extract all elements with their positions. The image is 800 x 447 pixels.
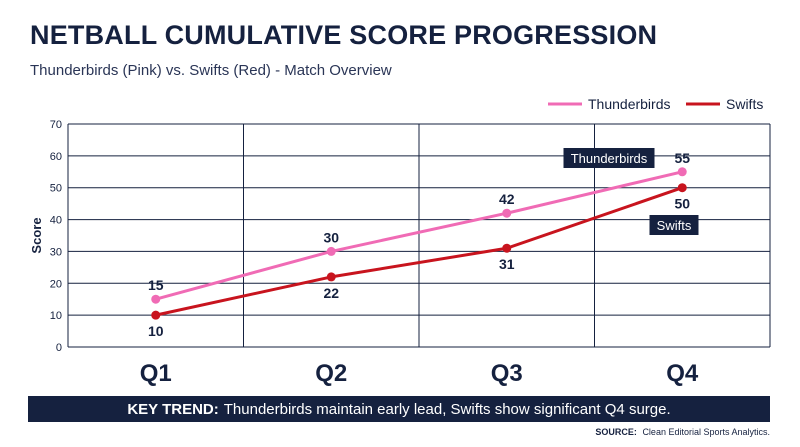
- key-trend-text: Thunderbirds maintain early lead, Swifts…: [223, 400, 671, 418]
- callout-swifts-text: Swifts: [657, 218, 692, 233]
- y-tick-label: 10: [50, 310, 62, 322]
- y-tick-label: 60: [50, 151, 62, 163]
- y-tick-label: 30: [50, 246, 62, 258]
- x-tick-label: Q2: [315, 360, 347, 387]
- series-line-thunderbirds: [155, 170, 683, 301]
- key-trend-label: KEY TREND:: [127, 400, 219, 418]
- data-point: [151, 294, 161, 304]
- source-text: Clean Editorial Sports Analytics.: [642, 427, 770, 437]
- source-note: SOURCE: Clean Editorial Sports Analytics…: [595, 427, 770, 437]
- series-line-swifts: [155, 186, 683, 317]
- data-point: [502, 208, 512, 218]
- key-trend-banner: KEY TREND: Thunderbirds maintain early l…: [28, 396, 770, 422]
- y-tick-label: 20: [50, 278, 62, 290]
- callout-thunderbirds-text: Thunderbirds: [571, 151, 648, 166]
- y-tick-label: 40: [50, 215, 62, 227]
- legend-label-thunderbirds: Thunderbirds: [588, 96, 671, 112]
- data-label: 22: [323, 285, 339, 301]
- chart-title: NETBALL CUMULATIVE SCORE PROGRESSION: [30, 20, 658, 50]
- legend-label-swifts: Swifts: [726, 96, 763, 112]
- data-label: 15: [148, 277, 164, 293]
- y-tick-label: 0: [56, 342, 62, 354]
- source-label: SOURCE:: [595, 427, 637, 437]
- data-point: [151, 310, 161, 320]
- y-tick-label: 70: [50, 119, 62, 131]
- y-tick-label: 50: [50, 183, 62, 195]
- data-label: 10: [148, 323, 164, 339]
- callout-swifts-box: [649, 215, 699, 235]
- x-tick-label: Q1: [140, 360, 172, 387]
- data-point: [326, 246, 336, 256]
- callout-thunderbirds-box: [563, 148, 655, 168]
- data-label: 31: [499, 256, 515, 272]
- x-tick-label: Q4: [666, 360, 699, 387]
- data-label: 55: [674, 150, 690, 166]
- data-point: [502, 243, 512, 253]
- data-point: [677, 183, 687, 193]
- data-label: 50: [674, 196, 690, 212]
- chart-subtitle: Thunderbirds (Pink) vs. Swifts (Red) - M…: [30, 62, 392, 79]
- data-point: [326, 272, 336, 282]
- data-label: 42: [499, 191, 515, 207]
- x-tick-label: Q3: [491, 360, 523, 387]
- data-point: [677, 167, 687, 177]
- data-label: 30: [323, 229, 339, 245]
- y-axis-label: Score: [29, 217, 44, 253]
